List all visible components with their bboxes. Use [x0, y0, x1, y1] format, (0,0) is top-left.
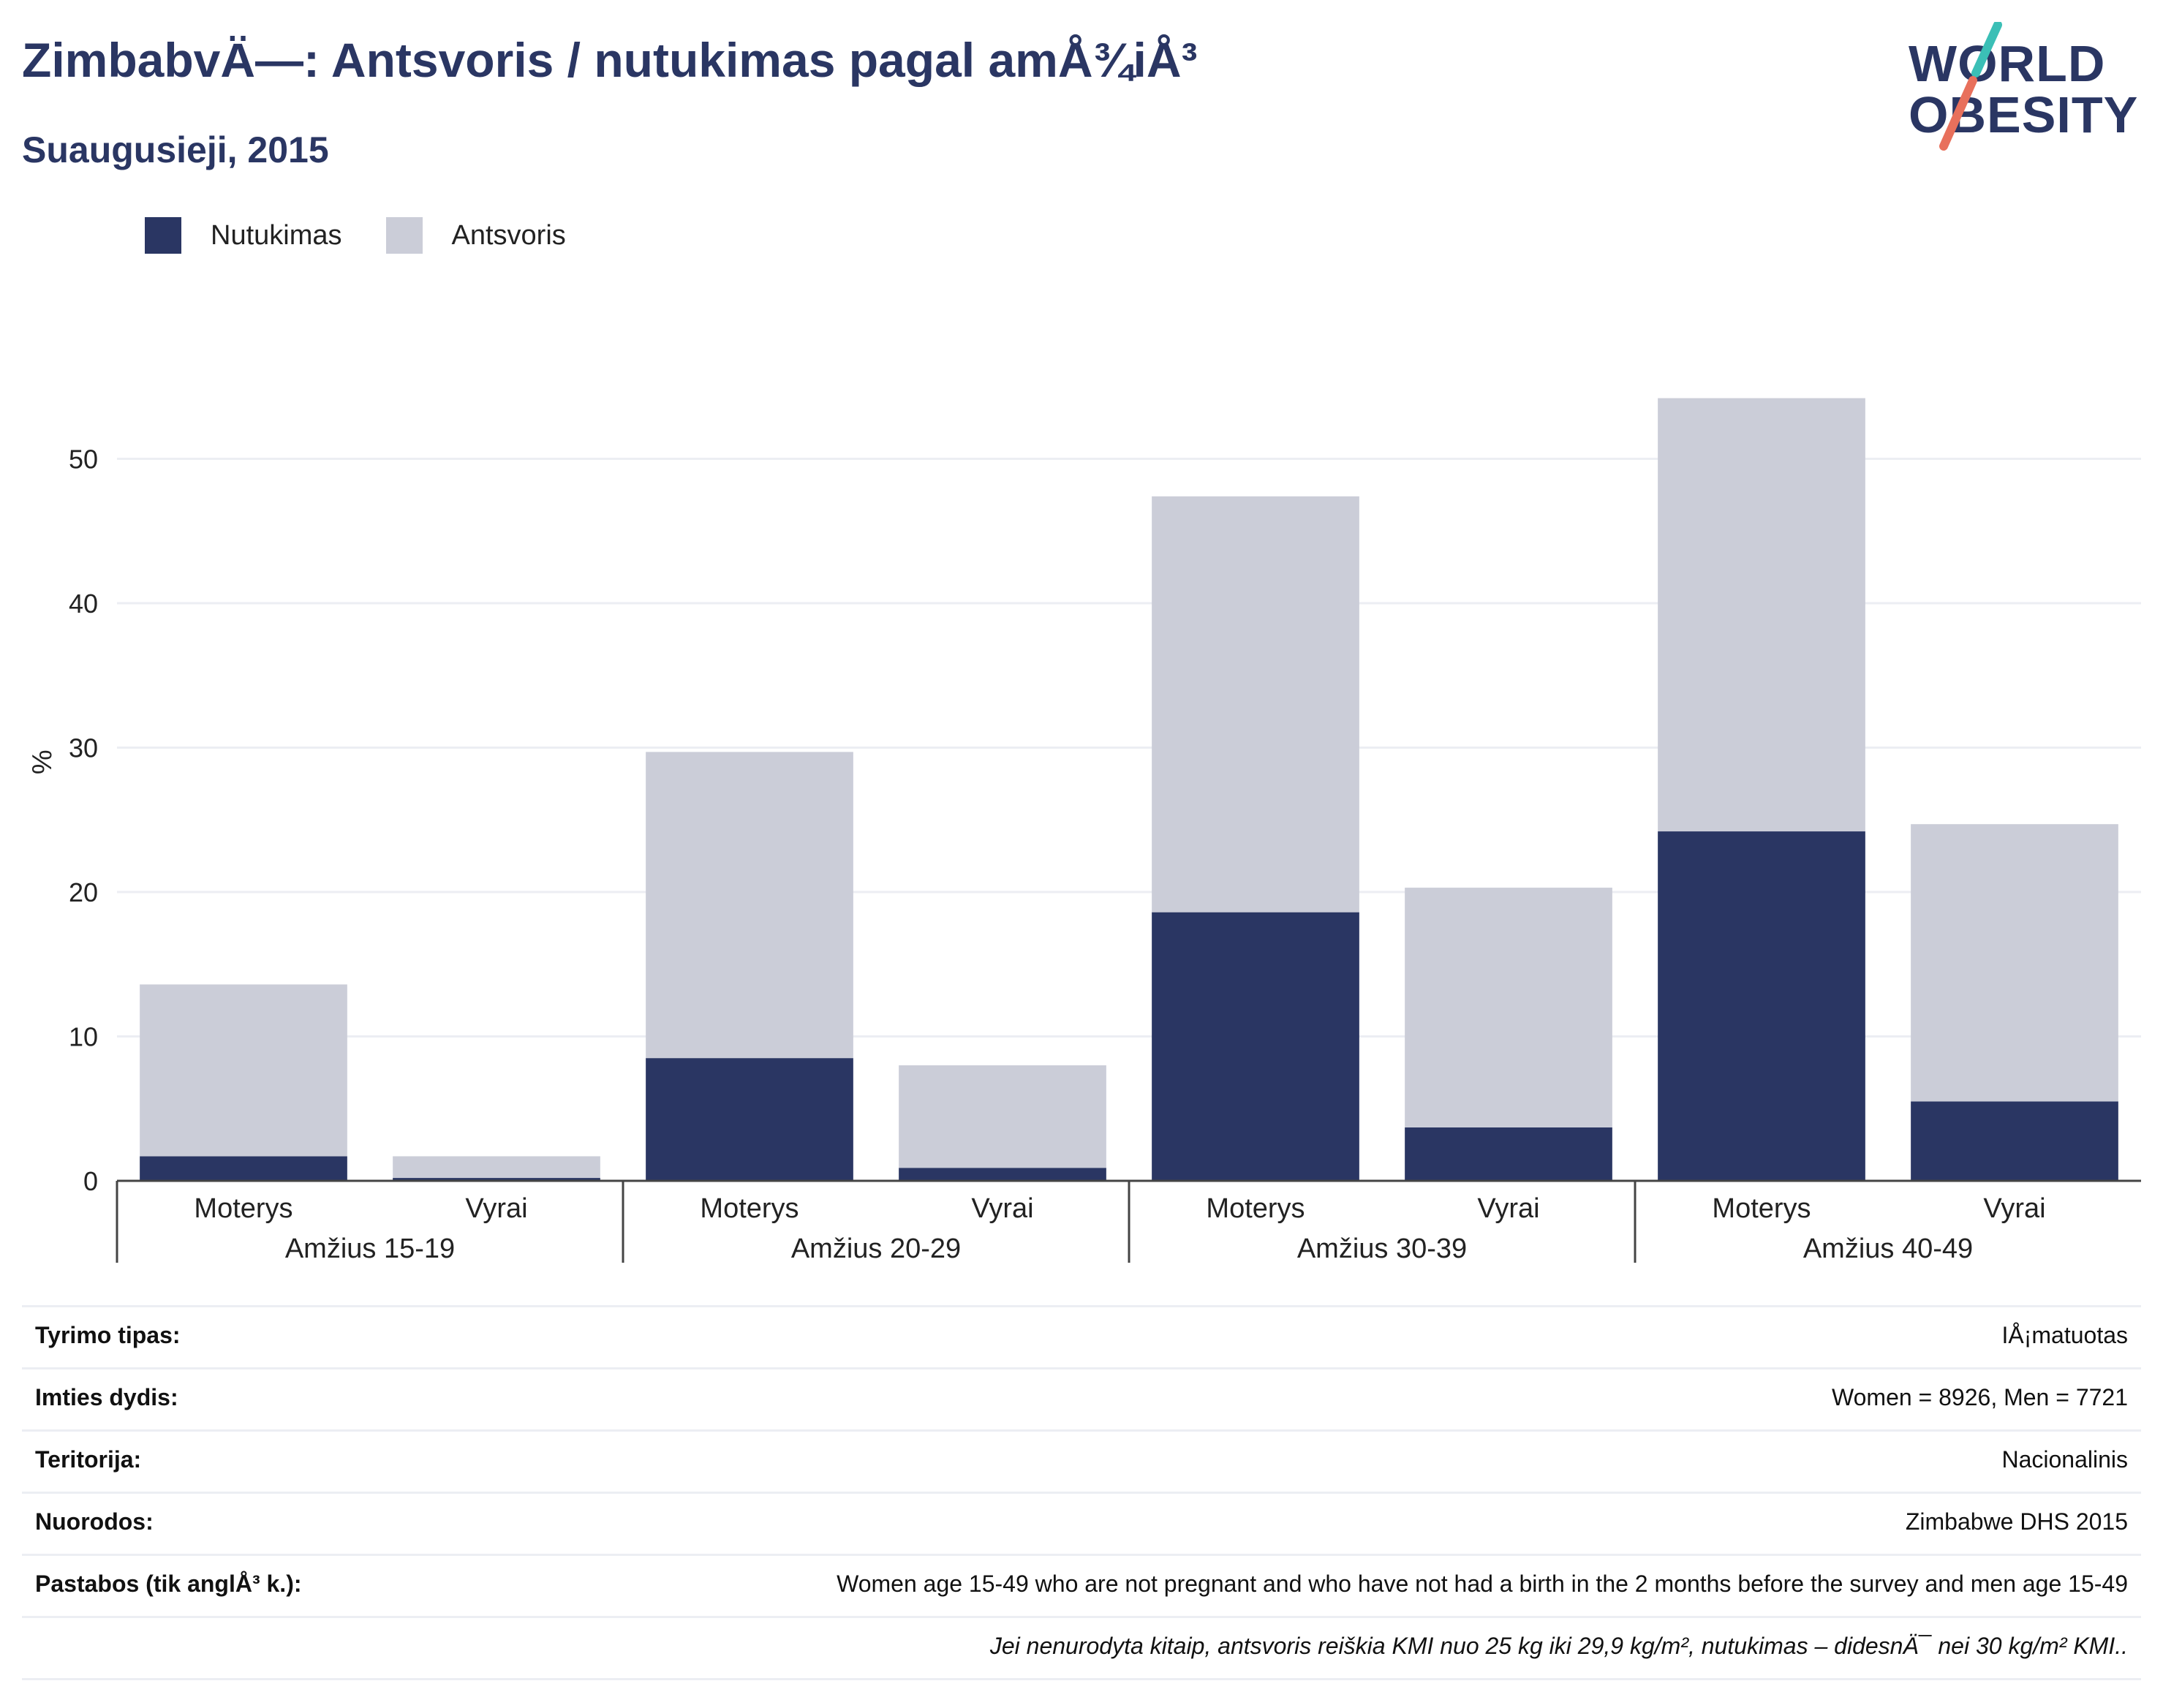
info-table: Tyrimo tipas: IÅ¡matuotas Imties dydis: …: [22, 1305, 2141, 1680]
info-value-note: Jei nenurodyta kitaip, antsvoris reiškia…: [989, 1633, 2128, 1659]
chart-legend: Nutukimas Antsvoris: [145, 214, 610, 257]
info-row-definition: Jei nenurodyta kitaip, antsvoris reiškia…: [22, 1616, 2141, 1680]
y-tick-label: 10: [69, 1022, 98, 1052]
bar-chart: 0 10 20 30 40 50% Moterys Vyrai Moterys Vyrai Mote…: [27, 398, 2141, 1264]
info-value: Zimbabwe DHS 2015: [1905, 1508, 2128, 1535]
bar-nutukimas: [646, 1058, 853, 1181]
legend-swatch-nutukimas: [145, 217, 181, 254]
y-tick-label: 50: [69, 445, 98, 475]
group-label: Amžius 40-49: [1803, 1233, 1973, 1264]
bar-nutukimas: [1152, 912, 1359, 1181]
x-tick-label: Moterys: [700, 1193, 799, 1224]
info-label: Nuorodos:: [35, 1508, 154, 1535]
bar-nutukimas: [393, 1178, 600, 1181]
info-row-survey-type: Tyrimo tipas: IÅ¡matuotas: [22, 1305, 2141, 1367]
bar-antsvoris: [1152, 496, 1359, 912]
bar-antsvoris: [393, 1156, 600, 1179]
legend-swatch-antsvoris: [385, 217, 423, 254]
info-value: Women = 8926, Men = 7721: [1831, 1384, 2128, 1410]
x-tick-label: Vyrai: [1477, 1193, 1539, 1224]
x-tick-label: Moterys: [1206, 1193, 1305, 1224]
bar-nutukimas: [140, 1156, 347, 1181]
bar-antsvoris: [140, 984, 347, 1157]
info-row-territory: Teritorija: Nacionalinis: [22, 1429, 2141, 1492]
y-tick-label: 20: [69, 877, 98, 907]
info-label: Tyrimo tipas:: [35, 1322, 181, 1348]
y-tick-label: 0: [83, 1166, 98, 1196]
info-row-references: Nuorodos: Zimbabwe DHS 2015: [22, 1492, 2141, 1554]
info-label: Imties dydis:: [35, 1384, 178, 1410]
x-tick-label: Moterys: [1712, 1193, 1811, 1224]
group-label: Amžius 20-29: [791, 1233, 961, 1264]
info-row-sample-size: Imties dydis: Women = 8926, Men = 7721: [22, 1367, 2141, 1429]
bar-nutukimas: [899, 1168, 1106, 1181]
legend-label-antsvoris: Antsvoris: [451, 219, 566, 251]
bar-antsvoris: [646, 752, 853, 1059]
info-value: Nacionalinis: [2001, 1446, 2128, 1473]
bar-nutukimas: [1658, 831, 1865, 1181]
logo-slash-icon: [1939, 22, 2002, 151]
info-label: Pastabos (tik anglÅ³ k.):: [35, 1571, 302, 1597]
x-tick-label: Vyrai: [971, 1193, 1033, 1224]
info-value: IÅ¡matuotas: [2001, 1322, 2128, 1348]
y-tick-label: 40: [69, 589, 98, 619]
bar-nutukimas: [1911, 1101, 2118, 1181]
bar-antsvoris: [899, 1065, 1106, 1168]
bar-nutukimas: [1405, 1127, 1612, 1181]
chart-subtitle: Suaugusieji, 2015: [22, 129, 329, 170]
legend-item-antsvoris[interactable]: Antsvoris: [385, 217, 566, 254]
x-tick-label: Vyrai: [465, 1193, 527, 1224]
y-axis-label: %: [27, 749, 58, 774]
x-tick-label: Vyrai: [1983, 1193, 2045, 1224]
logo-text-world: WORLD: [1909, 35, 2106, 92]
info-row-notes: Pastabos (tik anglÅ³ k.): Women age 15-4…: [22, 1554, 2141, 1616]
group-label: Amžius 15-19: [285, 1233, 455, 1264]
x-tick-label: Moterys: [194, 1193, 292, 1224]
chart-title: ZimbabvÄ—: Antsvoris / nutukimas pagal a…: [22, 33, 1198, 87]
info-value: Women age 15-49 who are not pregnant and…: [837, 1571, 2128, 1597]
bar-antsvoris: [1405, 888, 1612, 1127]
world-obesity-logo: WORLD OBESITY: [1909, 22, 2150, 154]
bar-antsvoris: [1911, 824, 2118, 1102]
group-label: Amžius 30-39: [1297, 1233, 1467, 1264]
info-label: Teritorija:: [35, 1446, 142, 1473]
legend-label-nutukimas: Nutukimas: [211, 219, 342, 251]
legend-item-nutukimas[interactable]: Nutukimas: [145, 217, 342, 254]
y-tick-label: 30: [69, 733, 98, 763]
bar-antsvoris: [1658, 398, 1865, 832]
